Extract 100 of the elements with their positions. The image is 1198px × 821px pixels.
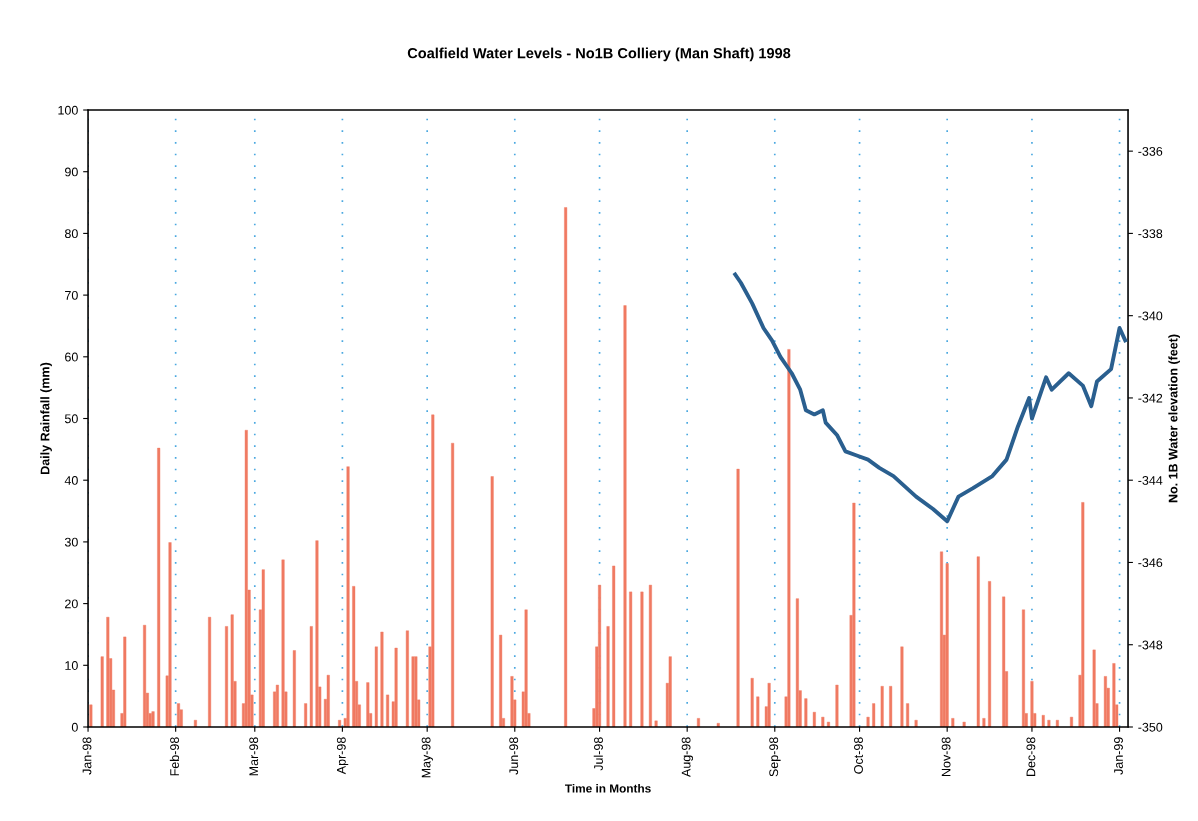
x-tick-label: Oct-98 (854, 737, 863, 774)
y2-tick-label: -338 (1138, 229, 1163, 239)
bar (405, 630, 409, 727)
bar (648, 584, 652, 727)
bar (366, 682, 370, 727)
bar (1081, 502, 1085, 727)
y-tick-label: 10 (65, 661, 78, 670)
y-tick-label: 100 (58, 105, 78, 115)
y-tick-label: 50 (64, 414, 78, 424)
x-tick-label: Dec-98 (1026, 737, 1036, 776)
bar (510, 676, 514, 727)
bar (490, 476, 494, 727)
bar (835, 684, 839, 727)
bar (499, 634, 503, 727)
y2-tick-label: -336 (1138, 146, 1163, 156)
bar (872, 703, 876, 727)
bar (157, 447, 161, 727)
bar (945, 563, 949, 727)
bar (230, 614, 234, 727)
bar (244, 430, 248, 727)
bar (598, 584, 602, 727)
bar (976, 556, 980, 727)
bar (1092, 649, 1096, 727)
bar (767, 682, 771, 727)
y2-axis-title: No. 1B Water elevation (feet) (1168, 334, 1180, 503)
bar (89, 704, 93, 727)
x-tick-label: May-98 (421, 737, 433, 778)
y2-tick-label: -342 (1138, 393, 1163, 403)
y-tick-label: 70 (65, 290, 78, 300)
bar (1002, 596, 1006, 727)
bar (346, 466, 350, 727)
x-tick-label: Mar-98 (249, 737, 259, 776)
bar (564, 207, 568, 727)
bar (736, 468, 740, 727)
bar (326, 674, 330, 727)
bar (880, 686, 884, 727)
bar (900, 646, 904, 727)
bar (151, 711, 155, 727)
bar (168, 542, 172, 727)
y-tick-label: 30 (64, 537, 78, 547)
bar (826, 721, 830, 727)
y-tick-label: 90 (65, 167, 78, 177)
bar (1055, 720, 1059, 727)
bar (612, 565, 616, 727)
bar (804, 698, 808, 727)
x-axis-title: Time in Months (565, 783, 651, 793)
y-tick-label: 80 (64, 229, 78, 239)
bar (668, 656, 672, 727)
y-axis-title: Daily Rainfall (mm) (40, 362, 52, 474)
x-tick-label: Feb-98 (169, 737, 180, 776)
bar (315, 540, 319, 727)
line-series (733, 272, 1128, 524)
bar (451, 442, 455, 727)
bar (208, 616, 212, 727)
bar (275, 684, 279, 727)
chart-title: Coalfield Water Levels - No1B Colliery (Man Shaft) 1998 (407, 47, 791, 62)
y-tick-label: 40 (64, 476, 78, 485)
bar (524, 609, 528, 727)
x-tick-label: Jun-98 (509, 737, 519, 775)
bar (889, 686, 893, 727)
y2-tick-label: -346 (1138, 558, 1163, 568)
bar (106, 616, 110, 727)
bar (697, 718, 700, 727)
bar (292, 650, 296, 727)
bar (100, 656, 104, 727)
bar (281, 559, 285, 727)
x-tick-label: Sep-98 (769, 737, 781, 777)
bar (394, 647, 398, 727)
bar (866, 716, 870, 727)
x-tick-label: Nov-98 (941, 737, 951, 776)
bar (812, 711, 816, 727)
bar (261, 569, 265, 727)
x-tick-label: Aug-98 (681, 737, 693, 777)
bar (414, 656, 418, 727)
x-tick-label: Apr-98 (336, 737, 349, 775)
bar (654, 720, 658, 727)
bar (225, 626, 229, 727)
bar (951, 718, 955, 727)
bar (1047, 720, 1051, 727)
y2-tick-label: -350 (1138, 722, 1163, 732)
bar (411, 656, 415, 727)
y-tick-label: 0 (71, 722, 78, 732)
bar (1021, 609, 1025, 727)
bar (716, 723, 720, 727)
bar (606, 626, 610, 727)
x-tick-label: Jan-99 (1114, 737, 1123, 775)
bar (906, 703, 910, 727)
bar (988, 581, 992, 727)
x-tick-label: Jan-98 (82, 737, 92, 775)
bar (852, 502, 856, 727)
bar (1070, 716, 1073, 727)
bar (750, 678, 754, 727)
bar (1112, 663, 1116, 727)
y-tick-label: 60 (65, 352, 78, 362)
bar (431, 414, 435, 727)
bar (123, 636, 127, 727)
bar (914, 720, 918, 727)
y2-tick-label: -340 (1138, 311, 1163, 321)
bar (787, 349, 791, 727)
y2-tick-label: -348 (1138, 640, 1163, 650)
